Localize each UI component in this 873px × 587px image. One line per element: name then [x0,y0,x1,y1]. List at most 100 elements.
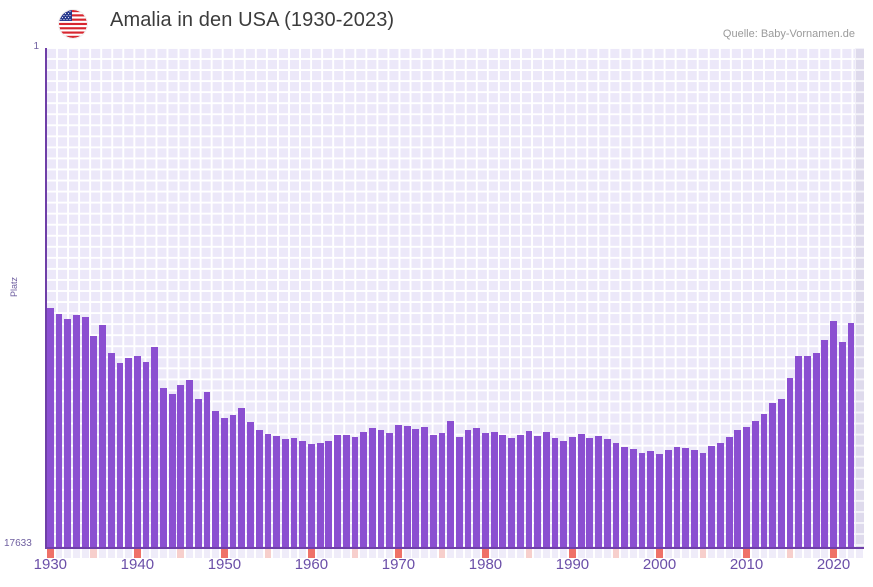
bar [64,319,72,548]
bar [290,438,298,548]
x-tick-marker [525,549,533,558]
x-tick-marker [160,549,167,558]
x-tick-marker [238,549,246,558]
x-tick-marker [708,549,716,558]
x-tick-marker [377,549,385,558]
x-tick-marker [777,549,785,558]
bar [569,437,576,548]
bar [804,356,811,548]
bar [186,380,193,548]
bar [847,323,855,548]
x-tick-marker [125,549,133,558]
x-tick-marker [99,549,106,558]
bar [360,432,367,548]
x-tick-marker [673,549,681,558]
bar [769,403,776,548]
bar [194,399,202,548]
x-tick-marker [734,549,742,558]
bar [316,443,324,548]
x-axis-tick-label: 1940 [120,556,155,573]
x-tick-marker [473,549,481,558]
x-tick-marker [586,549,594,558]
bar [107,353,115,548]
x-tick-marker [325,549,333,558]
x-tick-marker [368,549,376,558]
bar [46,308,54,548]
bar [612,443,620,548]
bar [743,427,750,548]
x-tick-marker [412,549,420,558]
bar [725,437,733,548]
bar [203,392,211,548]
x-tick-marker-decade [656,549,663,558]
x-axis-line [45,547,864,549]
x-tick-marker [168,549,176,558]
x-tick-marker-decade [395,549,402,558]
bar [673,447,681,548]
x-tick-marker [690,549,698,558]
x-tick-marker [647,549,655,558]
x-tick-marker [812,549,820,558]
bar [455,437,463,548]
bar [656,454,663,548]
bar [777,399,785,548]
bar [595,436,602,548]
x-tick-marker-decade [220,549,228,558]
x-tick-marker [804,549,811,558]
bar [220,418,228,548]
x-axis-tick-label: 2000 [642,556,677,573]
x-tick-marker [212,549,220,558]
bar [664,450,672,548]
x-tick-marker [603,549,611,558]
bar [682,448,689,548]
bar [821,340,829,548]
bar [421,427,428,548]
x-axis-tick-label: 1930 [33,556,68,573]
x-tick-marker [638,549,646,558]
bar [308,444,315,548]
x-tick-marker [73,549,80,558]
bar [734,430,742,548]
x-tick-marker [64,549,72,558]
bar [125,358,133,548]
us-flag-icon [59,10,87,38]
x-tick-marker [299,549,307,558]
bar [151,347,159,548]
bar [99,325,106,548]
x-tick-marker [795,549,803,558]
x-tick-marker [264,549,272,558]
x-tick-marker [177,549,185,558]
x-tick-marker [551,549,559,558]
x-tick-marker-decade [308,549,315,558]
x-tick-marker [203,549,211,558]
x-tick-marker [421,549,428,558]
x-tick-marker [847,549,855,558]
x-tick-marker [490,549,498,558]
x-tick-marker [760,549,768,558]
x-tick-marker [682,549,689,558]
bar [212,411,220,548]
bar [499,435,507,548]
bar [90,336,98,548]
bar [447,421,455,548]
x-tick-marker [316,549,324,558]
x-axis-tick-label: 1990 [555,556,590,573]
bar [229,415,237,548]
x-tick-marker [342,549,350,558]
x-tick-marker [386,549,394,558]
bar [281,439,289,548]
x-tick-marker [186,549,193,558]
bar [638,453,646,548]
bar [264,434,272,548]
bar [273,436,280,548]
bar [395,425,402,548]
x-tick-marker [838,549,846,558]
bar [699,453,707,548]
bar [386,433,394,548]
bar [830,321,837,548]
bar [81,317,89,548]
x-tick-marker [229,549,237,558]
bar [142,362,150,548]
x-tick-marker [273,549,280,558]
